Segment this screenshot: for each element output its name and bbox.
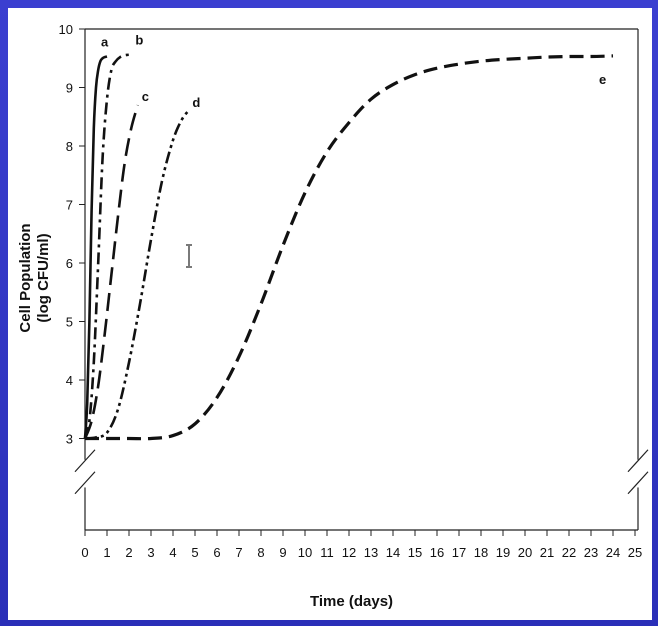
series-label-e: e bbox=[599, 72, 606, 87]
series-d-line bbox=[84, 110, 190, 440]
series-a-line bbox=[83, 55, 108, 439]
chart-frame: 0 1 2 3 4 5 6 7 8 9 10 11 12 13 14 15 16 17 18 19 20 21 22 23 24… bbox=[8, 8, 652, 620]
axis-break-mark bbox=[627, 471, 649, 495]
x-tick-label: 23 bbox=[584, 545, 598, 560]
x-tick-label: 24 bbox=[606, 545, 620, 560]
x-tick-label: 12 bbox=[342, 545, 356, 560]
x-tick-label: 15 bbox=[408, 545, 422, 560]
series-label-a: a bbox=[101, 34, 109, 49]
x-tick-label: 4 bbox=[169, 545, 176, 560]
x-tick-label: 9 bbox=[279, 545, 286, 560]
x-tick-label: 6 bbox=[213, 545, 220, 560]
series-label-d: d bbox=[192, 95, 200, 110]
growth-curve-chart: 0 1 2 3 4 5 6 7 8 9 10 11 12 13 14 15 16 17 18 19 20 21 22 23 24… bbox=[17, 22, 649, 610]
axes bbox=[74, 28, 649, 531]
series-e-line bbox=[85, 54, 614, 441]
x-tick-label: 7 bbox=[235, 545, 242, 560]
y-axis-title-line2: (log CFU/ml) bbox=[35, 233, 52, 322]
axis-break-mark bbox=[74, 471, 96, 495]
y-tick-label: 6 bbox=[66, 256, 73, 271]
axis-break-mark bbox=[74, 449, 96, 473]
y-tick-label: 9 bbox=[66, 81, 73, 96]
y-tick-label: 7 bbox=[66, 198, 73, 213]
y-tick-label: 4 bbox=[66, 373, 73, 388]
y-tick-label: 8 bbox=[66, 139, 73, 154]
y-axis-title-line1: Cell Population bbox=[17, 223, 34, 332]
y-tick-label: 5 bbox=[66, 315, 73, 330]
y-tick-label: 10 bbox=[59, 22, 73, 37]
x-tick-label: 8 bbox=[257, 545, 264, 560]
series-label-c: c bbox=[142, 89, 149, 104]
tick-marks: 0 1 2 3 4 5 6 7 8 9 10 11 12 13 14 15 16 17 18 19 20 21 22 23 24… bbox=[59, 22, 643, 560]
x-tick-label: 25 bbox=[628, 545, 642, 560]
x-tick-label: 1 bbox=[103, 545, 110, 560]
x-tick-label: 13 bbox=[364, 545, 378, 560]
x-tick-label: 19 bbox=[496, 545, 510, 560]
series-c-line bbox=[83, 104, 140, 439]
x-tick-label: 0 bbox=[81, 545, 88, 560]
x-tick-label: 14 bbox=[386, 545, 400, 560]
series-labels: a b c d e bbox=[101, 33, 606, 110]
x-tick-label: 3 bbox=[147, 545, 154, 560]
x-tick-label: 20 bbox=[518, 545, 532, 560]
axis-break-mark bbox=[627, 449, 649, 473]
series-b-line bbox=[83, 53, 134, 439]
x-tick-label: 21 bbox=[540, 545, 554, 560]
series-label-b: b bbox=[135, 33, 143, 48]
series-layer bbox=[83, 53, 614, 441]
text-cursor-icon bbox=[186, 244, 192, 268]
y-tick-label: 3 bbox=[66, 432, 73, 447]
x-axis-title: Time (days) bbox=[310, 593, 393, 610]
x-tick-label: 17 bbox=[452, 545, 466, 560]
x-tick-label: 5 bbox=[191, 545, 198, 560]
x-tick-label: 18 bbox=[474, 545, 488, 560]
x-tick-label: 22 bbox=[562, 545, 576, 560]
x-tick-label: 2 bbox=[125, 545, 132, 560]
x-tick-label: 10 bbox=[298, 545, 312, 560]
x-tick-label: 11 bbox=[320, 545, 334, 560]
x-tick-label: 16 bbox=[430, 545, 444, 560]
